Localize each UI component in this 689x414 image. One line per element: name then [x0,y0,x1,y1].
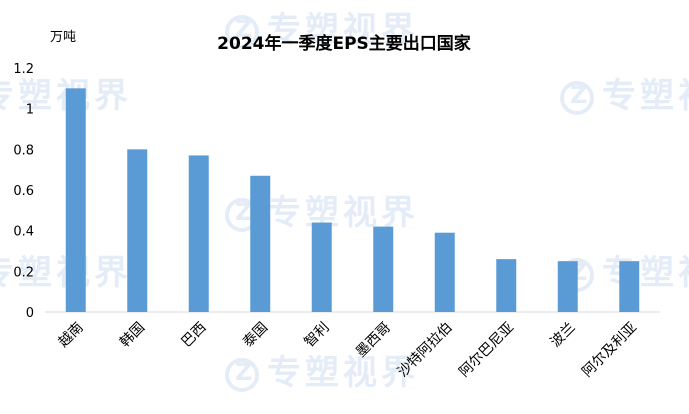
bar [373,226,394,312]
bar [65,88,86,312]
watermark-logo-icon [225,357,259,392]
x-tick-label: 阿尔及利亚 [579,320,640,381]
x-tick-label: 巴西 [178,320,209,351]
x-tick-label: 越南 [55,320,86,351]
bar [188,155,209,312]
x-tick-labels: 越南 韩国 巴西 泰国 智利 墨西哥 沙特阿拉伯 阿尔巴尼亚 波兰 阿尔及利亚 [55,320,640,381]
y-axis-label: 万吨 [50,30,76,45]
x-tick-label: 韩国 [117,320,148,351]
watermark: 专塑视界 [560,68,689,117]
bar [496,259,517,312]
watermark-logo-icon [225,14,259,49]
bar [250,175,271,312]
watermark: 专塑视界 [0,245,132,294]
y-tick-label: 0 [26,306,34,321]
watermark: 专塑视界 [225,345,419,394]
y-tick-label: 1 [26,103,34,118]
y-tick-labels: 0 0.2 0.4 0.6 0.8 1 1.2 [13,62,34,321]
x-tick-label: 墨西哥 [353,320,394,361]
bar [434,232,455,312]
x-tick-label: 泰国 [240,320,271,351]
y-tick-label: 0.8 [13,143,34,158]
bar [127,149,148,312]
y-tick-label: 1.2 [13,62,34,77]
x-tick-label: 波兰 [547,320,578,351]
chart-title: 2024年一季度EPS主要出口国家 [217,33,471,54]
x-tick-label: 沙特阿拉伯 [395,320,456,381]
y-tick-label: 0.6 [13,184,34,199]
watermark: 专塑视界 [225,2,419,51]
x-tick-label: 阿尔巴尼亚 [456,320,517,381]
y-tick-label: 0.4 [13,225,34,240]
bars [65,88,640,312]
bar [311,222,332,312]
bar [619,261,640,312]
y-tick-label: 0.2 [13,265,34,280]
x-tick-label: 智利 [301,320,332,351]
bar [557,261,578,312]
watermark: 专塑视界 [0,68,132,117]
watermark: 专塑视界 [225,185,419,234]
watermark-logo-icon [560,80,594,115]
